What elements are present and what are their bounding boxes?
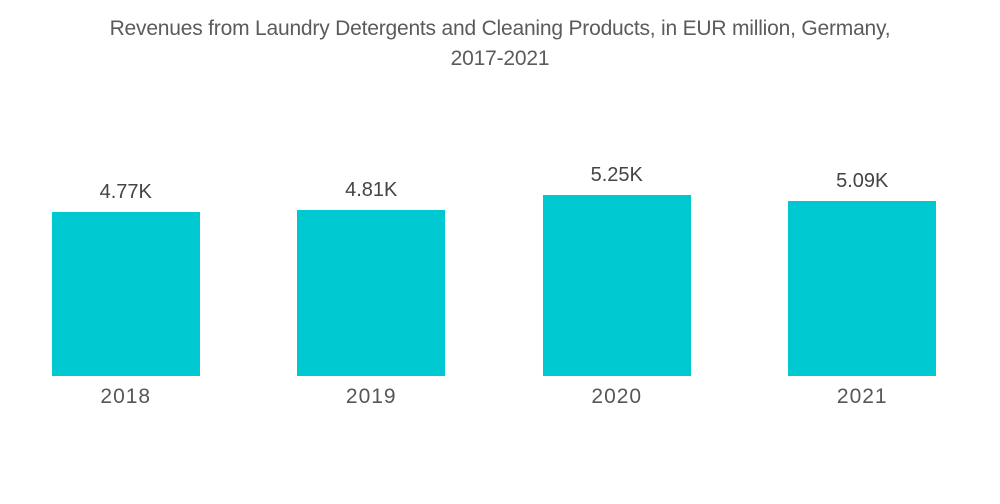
x-axis-tick-label: 2021 (836, 385, 888, 408)
bar-column: 4.81K (249, 178, 495, 376)
bar-column: 4.77K (3, 180, 249, 376)
bar-column: 5.25K (494, 163, 740, 376)
bar-value-label: 5.09K (836, 169, 889, 192)
bar-chart: 4.77K 4.81K 5.25K 5.09K (3, 0, 985, 376)
bar-value-label: 4.81K (345, 179, 398, 202)
bar[interactable] (297, 210, 446, 376)
x-axis-tick-label: 2018 (100, 385, 152, 408)
bar[interactable] (542, 195, 691, 376)
chart-title-line1: Revenues from Laundry Detergents and Cle… (109, 17, 891, 40)
x-axis-tick-label: 2019 (345, 385, 397, 408)
chart-title-line2: 2017-2021 (450, 47, 550, 70)
x-axis-tick-label: 2020 (591, 385, 643, 408)
bar-value-label: 5.25K (590, 164, 643, 186)
bar[interactable] (51, 211, 200, 376)
chart-title: Revenues from Laundry Detergents and Cle… (0, 14, 1000, 74)
x-axis-labels: 2018 2019 2020 2021 (3, 383, 985, 411)
bar[interactable] (788, 200, 937, 376)
bar-value-label: 4.77K (99, 180, 152, 203)
bar-column: 5.09K (740, 169, 986, 376)
